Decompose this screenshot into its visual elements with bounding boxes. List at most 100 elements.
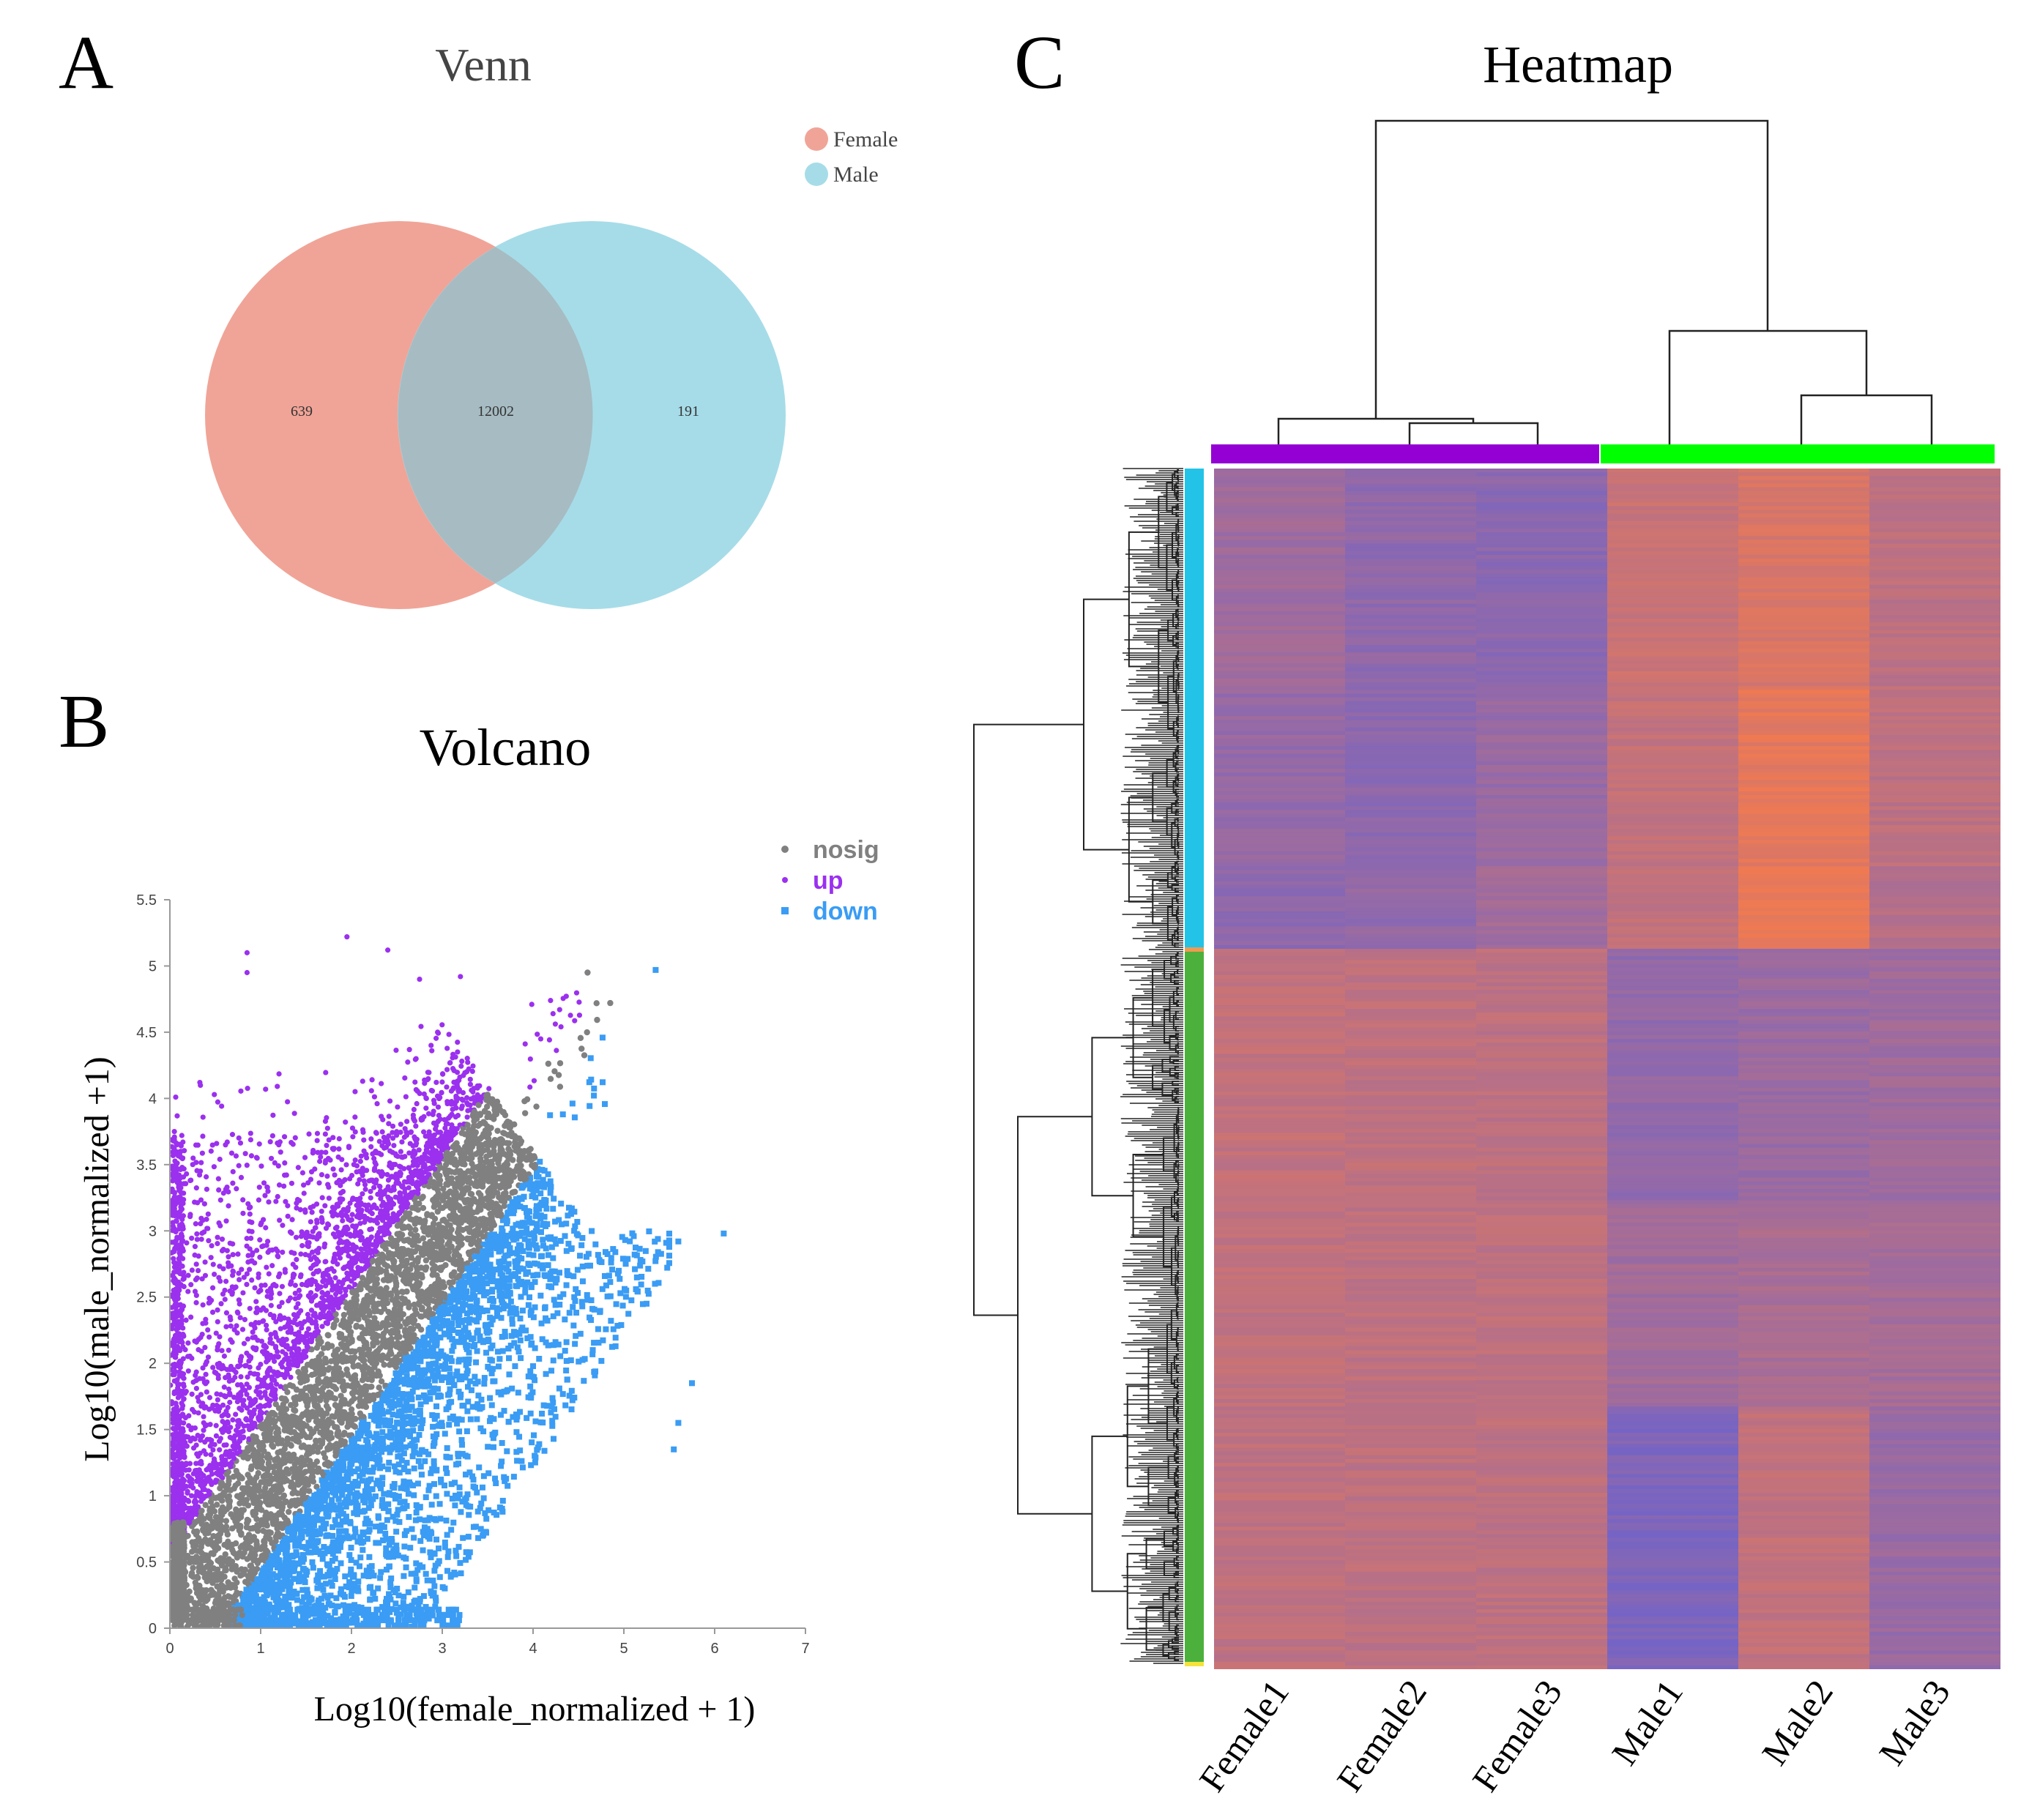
- point-up: [253, 1299, 259, 1305]
- point-nosig: [340, 1311, 348, 1319]
- point-nosig: [210, 1533, 217, 1540]
- volcano-title: Volcano: [420, 718, 592, 777]
- point-down: [550, 1206, 556, 1212]
- point-down: [312, 1549, 319, 1556]
- venn-panel: Venn Female Male 639 12002 191: [205, 39, 898, 609]
- point-down: [513, 1196, 519, 1202]
- point-up: [386, 1121, 392, 1127]
- point-down: [404, 1420, 411, 1427]
- point-nosig: [264, 1467, 271, 1474]
- point-nosig: [330, 1369, 338, 1376]
- point-nosig: [195, 1600, 202, 1607]
- point-up: [275, 1274, 282, 1280]
- point-up: [213, 1422, 219, 1428]
- point-up: [425, 1075, 431, 1082]
- point-nosig: [217, 1588, 224, 1595]
- point-nosig: [452, 1218, 458, 1226]
- point-nosig: [394, 1246, 401, 1253]
- point-down: [524, 1213, 530, 1220]
- point-nosig: [270, 1486, 277, 1493]
- point-nosig: [491, 1172, 498, 1179]
- point-nosig: [382, 1323, 390, 1329]
- legend-up-label: up: [813, 867, 844, 895]
- point-nosig: [310, 1428, 317, 1436]
- point-up: [332, 1275, 338, 1280]
- point-nosig: [369, 1360, 376, 1366]
- point-nosig: [223, 1471, 230, 1477]
- point-nosig: [425, 1305, 433, 1313]
- point-nosig: [336, 1370, 343, 1376]
- point-up: [340, 1179, 346, 1185]
- point-down: [567, 1211, 574, 1217]
- point-down: [280, 1604, 286, 1611]
- point-nosig: [272, 1401, 279, 1408]
- point-nosig: [404, 1299, 412, 1305]
- point-nosig: [318, 1338, 324, 1346]
- point-nosig: [286, 1508, 292, 1515]
- point-up: [450, 1086, 456, 1092]
- point-nosig: [313, 1386, 320, 1393]
- point-nosig: [272, 1538, 279, 1545]
- point-nosig: [264, 1451, 272, 1458]
- point-nosig: [409, 1283, 416, 1290]
- point-up: [292, 1283, 298, 1288]
- legend-nosig-marker: [781, 846, 789, 853]
- point-nosig: [392, 1278, 399, 1285]
- point-up: [395, 1104, 401, 1110]
- point-nosig: [436, 1172, 443, 1179]
- point-down: [472, 1342, 478, 1349]
- point-nosig: [391, 1356, 398, 1363]
- point-nosig: [444, 1253, 452, 1260]
- point-nosig: [440, 1185, 447, 1193]
- point-down: [418, 1472, 425, 1478]
- point-down: [473, 1359, 480, 1365]
- point-nosig: [485, 1187, 493, 1193]
- point-down: [518, 1355, 524, 1362]
- point-nosig: [272, 1418, 278, 1425]
- point-up: [425, 1111, 432, 1116]
- point-nosig: [241, 1500, 247, 1507]
- point-nosig: [376, 1293, 383, 1299]
- point-down: [515, 1200, 521, 1207]
- point-nosig: [517, 1156, 524, 1163]
- point-nosig: [420, 1193, 426, 1200]
- point-nosig: [259, 1439, 266, 1447]
- point-up: [368, 1195, 373, 1201]
- point-nosig: [218, 1480, 226, 1487]
- point-down: [552, 1302, 559, 1308]
- point-down: [321, 1592, 328, 1599]
- point-nosig: [368, 1271, 374, 1278]
- point-nosig: [444, 1193, 450, 1200]
- point-nosig: [206, 1523, 213, 1530]
- point-up: [336, 1146, 342, 1152]
- point-nosig: [416, 1301, 422, 1308]
- point-up: [371, 1094, 378, 1100]
- point-nosig: [312, 1357, 319, 1365]
- point-nosig: [186, 1559, 193, 1566]
- point-nosig: [238, 1530, 245, 1537]
- point-nosig: [511, 1133, 518, 1139]
- point-nosig: [355, 1362, 362, 1369]
- point-nosig: [420, 1204, 427, 1212]
- point-up: [280, 1349, 286, 1354]
- point-up: [406, 1185, 412, 1190]
- point-down: [382, 1530, 389, 1537]
- point-down: [498, 1315, 505, 1321]
- point-up: [459, 1103, 465, 1109]
- point-up: [310, 1313, 316, 1319]
- point-nosig: [195, 1548, 202, 1554]
- point-nosig: [375, 1256, 382, 1264]
- point-nosig: [321, 1454, 329, 1461]
- point-nosig: [483, 1226, 489, 1232]
- point-down: [537, 1158, 543, 1165]
- point-nosig: [442, 1261, 449, 1269]
- point-nosig: [334, 1346, 341, 1353]
- point-nosig: [464, 1122, 471, 1128]
- point-nosig: [472, 1182, 478, 1189]
- point-nosig: [497, 1211, 505, 1217]
- point-up: [334, 1179, 340, 1186]
- point-down: [557, 1237, 564, 1244]
- point-nosig: [304, 1412, 310, 1419]
- point-up: [405, 1059, 411, 1065]
- point-nosig: [284, 1389, 291, 1395]
